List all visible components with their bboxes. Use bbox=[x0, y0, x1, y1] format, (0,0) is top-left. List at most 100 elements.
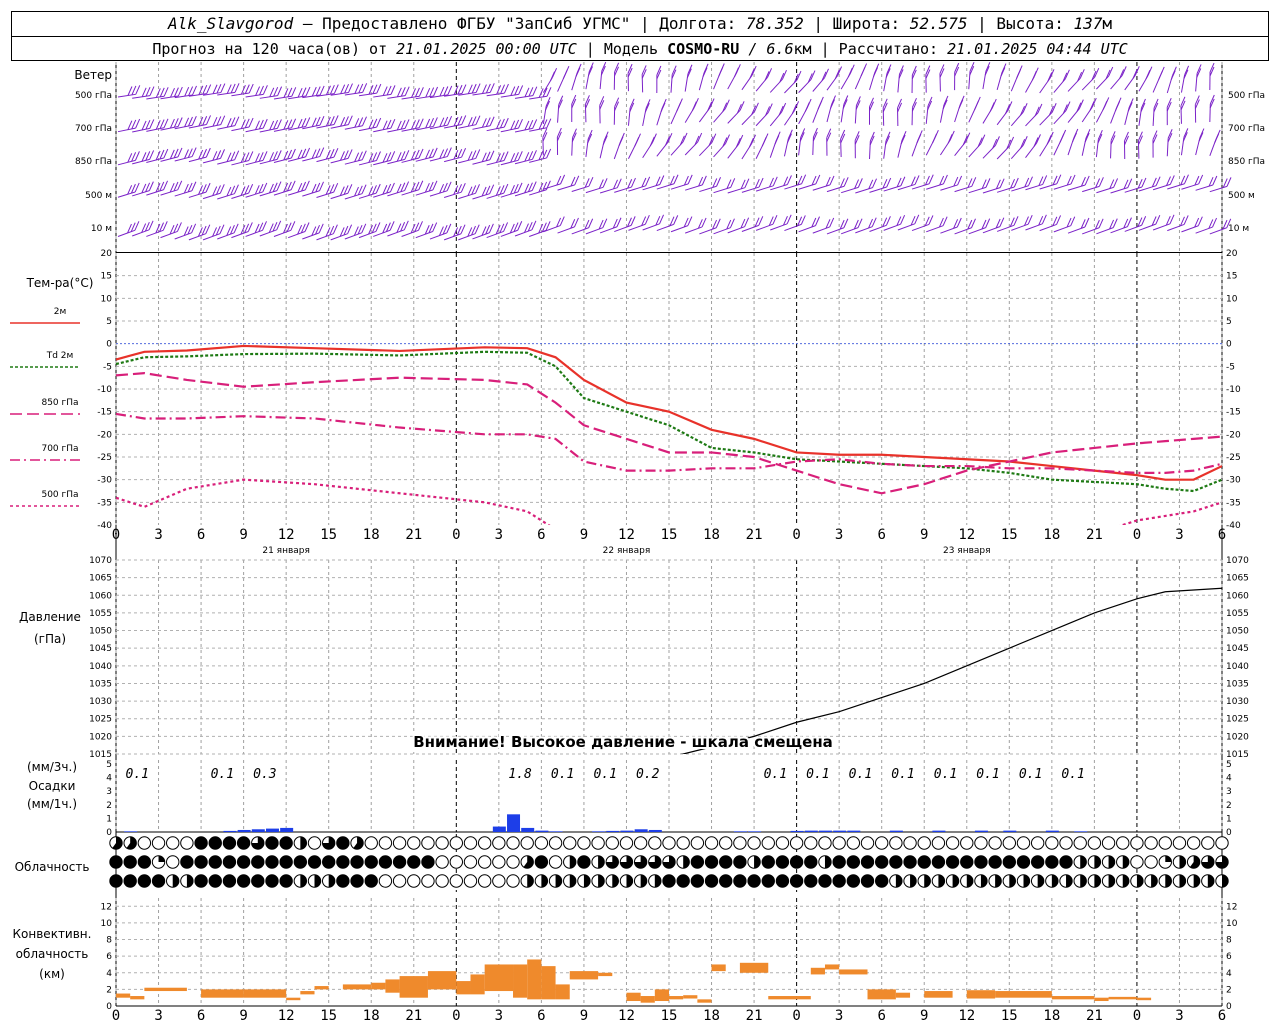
wind-barb-feather bbox=[843, 95, 849, 105]
wind-barb-shaft bbox=[982, 226, 1001, 234]
wind-barb-feather bbox=[916, 133, 922, 144]
wind-barb-feather bbox=[127, 153, 133, 163]
wind-barb-feather bbox=[830, 99, 835, 109]
wind-barb-feather bbox=[176, 222, 182, 232]
wind-barb-feather bbox=[616, 217, 622, 227]
wind-barb-feather bbox=[159, 87, 165, 98]
wind-barb-feather bbox=[259, 85, 264, 96]
cloud-cover-fill bbox=[237, 874, 250, 888]
conv-cloud-bar bbox=[484, 964, 514, 992]
date-label: 22 января bbox=[603, 546, 651, 556]
wind-barb-shaft bbox=[429, 190, 448, 197]
wind-barb-shaft bbox=[1096, 186, 1114, 194]
wind-barb-feather bbox=[141, 120, 147, 131]
cloud-cover-circle bbox=[180, 836, 194, 850]
header-row-2: Прогноз на 120 часа(ов) от 21.01.2025 00… bbox=[12, 37, 1268, 61]
wind-barb-feather bbox=[262, 182, 268, 193]
wind-barb-feather bbox=[783, 176, 789, 186]
wind-barb-feather bbox=[528, 87, 534, 97]
conv-cloud-bar bbox=[711, 964, 726, 972]
wind-barb-feather bbox=[386, 183, 392, 194]
wind-barb-shaft bbox=[373, 127, 391, 133]
wind-barb-feather bbox=[517, 151, 523, 161]
wind-barb-feather bbox=[1084, 217, 1090, 228]
cloud-cover-fill bbox=[223, 836, 236, 850]
wind-barb-shaft bbox=[1067, 226, 1086, 234]
wind-barb-shaft bbox=[302, 232, 320, 240]
wind-barb-feather bbox=[485, 224, 491, 235]
wind-barb-feather bbox=[738, 134, 744, 145]
wind-barb-feather bbox=[571, 98, 577, 109]
wind-barb-feather bbox=[348, 83, 353, 93]
wind-barb-feather bbox=[1001, 63, 1007, 73]
cloud-cover-fill bbox=[158, 855, 165, 862]
cloud-cover-fill bbox=[180, 855, 194, 869]
precip-ytick-left: 2 bbox=[106, 801, 112, 811]
precip-bar bbox=[1045, 830, 1059, 832]
wind-barb-feather bbox=[671, 69, 677, 79]
cloud-cover-fill bbox=[251, 874, 264, 888]
wind-barb-feather bbox=[403, 220, 409, 231]
wind-barb-feather bbox=[613, 179, 618, 190]
wind-barb-shaft bbox=[231, 192, 249, 199]
cloud-cover-fill bbox=[237, 855, 250, 869]
wind-barb-feather bbox=[1033, 137, 1039, 147]
wind-barb-feather bbox=[1166, 97, 1172, 108]
wind-barb-feather bbox=[418, 118, 424, 128]
wind-barb-feather bbox=[155, 120, 161, 130]
cloud-cover-circle bbox=[449, 855, 464, 869]
wind-barb-feather bbox=[202, 116, 208, 126]
wind-barb-feather bbox=[797, 175, 803, 186]
wind-barb-shaft bbox=[628, 223, 646, 231]
cloud-cover-circle bbox=[407, 836, 421, 850]
cloud-cover-fill bbox=[895, 874, 903, 888]
conv-cloud-bar bbox=[995, 991, 1052, 998]
cloud-cover-fill bbox=[223, 874, 236, 888]
wind-barb-feather bbox=[396, 223, 402, 233]
conv-cloud-bar bbox=[867, 989, 896, 1000]
wind-barb-feather bbox=[545, 96, 551, 107]
wind-barb-feather bbox=[173, 181, 179, 192]
conv-cloud-bar bbox=[399, 976, 428, 998]
wind-barb-feather bbox=[1222, 219, 1228, 230]
precip-ytick-left: 4 bbox=[106, 774, 112, 784]
wind-barb-feather bbox=[287, 149, 293, 160]
wind-barb-shaft bbox=[217, 125, 235, 130]
cloud-cover-circle bbox=[1215, 836, 1229, 850]
wind-barb-feather bbox=[882, 217, 888, 227]
wind-barb-feather bbox=[457, 84, 463, 95]
precip-bar bbox=[818, 830, 832, 832]
wind-barb-feather bbox=[954, 66, 960, 77]
cloud-cover-circle bbox=[1144, 855, 1158, 869]
wind-barb-feather bbox=[206, 84, 212, 94]
pressure-ytick-right: 1035 bbox=[1226, 679, 1249, 689]
cloud-cover-fill bbox=[152, 874, 165, 888]
wind-barb-shaft bbox=[472, 125, 491, 130]
wind-barb-feather bbox=[315, 224, 320, 235]
wind-barb-feather bbox=[145, 182, 151, 192]
wind-barb-feather bbox=[924, 216, 930, 226]
conv-cloud-bar bbox=[768, 996, 811, 1000]
cloud-cover-circle bbox=[1144, 836, 1158, 850]
cloud-cover-fill bbox=[421, 855, 435, 869]
wind-barb-shaft bbox=[429, 156, 448, 162]
wind-barb-feather bbox=[545, 221, 551, 231]
cloud-cover-circle bbox=[407, 874, 421, 888]
temp-ytick-right: -5 bbox=[1226, 362, 1235, 372]
wind-barb-shaft bbox=[146, 95, 165, 100]
cloud-cover-circle bbox=[1186, 836, 1201, 850]
wind-barb-shaft bbox=[1152, 183, 1171, 191]
wind-barb-feather bbox=[386, 85, 392, 96]
conv-cloud-bar bbox=[1108, 996, 1137, 1000]
wind-barb-feather bbox=[329, 116, 335, 126]
wind-barb-feather bbox=[559, 216, 565, 226]
wind-barb-feather bbox=[1051, 103, 1057, 113]
wind-barb-feather bbox=[676, 101, 682, 112]
wind-barb-feather bbox=[173, 87, 179, 97]
pressure-ytick-left: 1045 bbox=[89, 644, 112, 654]
wind-barb-feather bbox=[1127, 178, 1133, 188]
wind-barb-feather bbox=[1180, 96, 1186, 107]
wind-barb-feather bbox=[687, 216, 693, 226]
wind-barb-feather bbox=[810, 70, 816, 80]
wind-barb-feather bbox=[558, 95, 564, 105]
